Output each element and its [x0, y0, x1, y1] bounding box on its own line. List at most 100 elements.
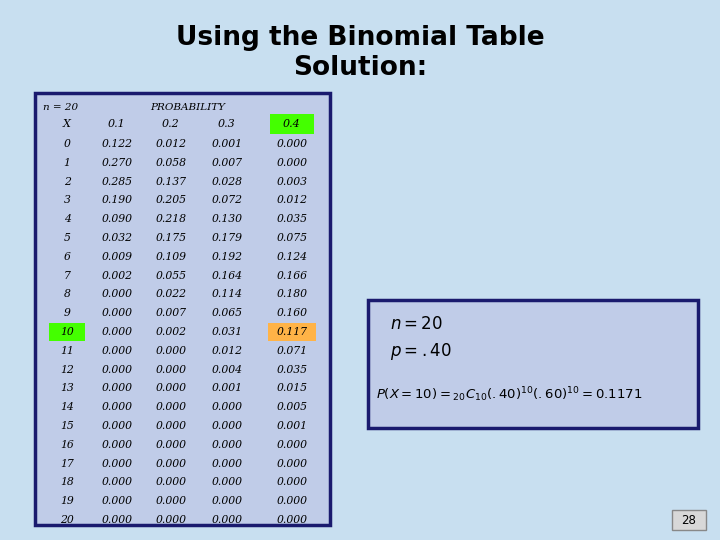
Text: 0.180: 0.180 [276, 289, 307, 299]
Text: 0.075: 0.075 [276, 233, 307, 243]
Text: 0.031: 0.031 [212, 327, 243, 337]
Text: 5: 5 [63, 233, 71, 243]
Text: 0: 0 [63, 139, 71, 149]
Text: 0.000: 0.000 [212, 421, 243, 431]
Text: 0.218: 0.218 [156, 214, 186, 224]
Text: n = 20: n = 20 [43, 103, 78, 111]
Text: 13: 13 [60, 383, 74, 394]
Text: 0.000: 0.000 [212, 477, 243, 488]
Text: 0.000: 0.000 [102, 327, 132, 337]
Text: 0.090: 0.090 [102, 214, 132, 224]
Text: 0.205: 0.205 [156, 195, 186, 205]
Text: 1: 1 [63, 158, 71, 168]
Text: 0.000: 0.000 [102, 308, 132, 318]
Text: 0.035: 0.035 [276, 214, 307, 224]
Text: 0.071: 0.071 [276, 346, 307, 356]
Text: 0.000: 0.000 [276, 515, 307, 525]
Text: 14: 14 [60, 402, 74, 412]
Text: 0.000: 0.000 [102, 496, 132, 506]
Text: 0.122: 0.122 [102, 139, 132, 149]
FancyBboxPatch shape [268, 323, 316, 341]
Text: 0.000: 0.000 [102, 289, 132, 299]
Text: 19: 19 [60, 496, 74, 506]
FancyBboxPatch shape [49, 323, 85, 341]
Text: 0.190: 0.190 [102, 195, 132, 205]
Text: Solution:: Solution: [293, 55, 427, 81]
Text: 2: 2 [63, 177, 71, 187]
Text: 0.117: 0.117 [276, 327, 307, 337]
Text: 11: 11 [60, 346, 74, 356]
Text: 0.000: 0.000 [102, 477, 132, 488]
Text: 0.000: 0.000 [156, 383, 186, 394]
Text: 0.000: 0.000 [102, 402, 132, 412]
Text: 0.124: 0.124 [276, 252, 307, 262]
Text: 0.192: 0.192 [212, 252, 243, 262]
Text: 0.005: 0.005 [276, 402, 307, 412]
Text: 0.109: 0.109 [156, 252, 186, 262]
Text: 0.000: 0.000 [156, 515, 186, 525]
Text: 0.035: 0.035 [276, 364, 307, 375]
Text: 0.012: 0.012 [212, 346, 243, 356]
Text: 0.009: 0.009 [102, 252, 132, 262]
Text: 0.012: 0.012 [156, 139, 186, 149]
Text: 0.4: 0.4 [283, 119, 301, 129]
Text: 0.007: 0.007 [156, 308, 186, 318]
Text: 0.2: 0.2 [162, 119, 180, 129]
Text: 0.000: 0.000 [276, 139, 307, 149]
Text: 0.022: 0.022 [156, 289, 186, 299]
Text: 0.000: 0.000 [276, 440, 307, 450]
Text: 0.175: 0.175 [156, 233, 186, 243]
Text: 0.000: 0.000 [276, 158, 307, 168]
Text: Using the Binomial Table: Using the Binomial Table [176, 25, 544, 51]
Text: 0.114: 0.114 [212, 289, 243, 299]
Text: 0.028: 0.028 [212, 177, 243, 187]
Text: 0.000: 0.000 [102, 515, 132, 525]
FancyBboxPatch shape [672, 510, 706, 530]
Text: 0.007: 0.007 [212, 158, 243, 168]
Text: 0.000: 0.000 [102, 458, 132, 469]
Text: 3: 3 [63, 195, 71, 205]
Text: 9: 9 [63, 308, 71, 318]
Text: 0.3: 0.3 [218, 119, 236, 129]
Text: 0.032: 0.032 [102, 233, 132, 243]
Text: 0.179: 0.179 [212, 233, 243, 243]
Text: 12: 12 [60, 364, 74, 375]
Text: 17: 17 [60, 458, 74, 469]
Text: 10: 10 [60, 327, 74, 337]
Text: X: X [63, 119, 71, 129]
Text: 0.000: 0.000 [156, 440, 186, 450]
Text: 0.000: 0.000 [156, 346, 186, 356]
Text: 0.001: 0.001 [212, 139, 243, 149]
Text: 0.000: 0.000 [156, 458, 186, 469]
Text: 0.137: 0.137 [156, 177, 186, 187]
Text: 0.130: 0.130 [212, 214, 243, 224]
Text: PROBABILITY: PROBABILITY [150, 103, 225, 111]
Text: 0.000: 0.000 [276, 458, 307, 469]
Text: 0.000: 0.000 [212, 496, 243, 506]
Text: 0.166: 0.166 [276, 271, 307, 281]
Text: $n = 20$: $n = 20$ [390, 315, 443, 333]
FancyBboxPatch shape [270, 114, 314, 134]
Text: 0.000: 0.000 [276, 477, 307, 488]
Text: 0.000: 0.000 [276, 496, 307, 506]
Text: 0.000: 0.000 [156, 364, 186, 375]
Text: 28: 28 [682, 514, 696, 526]
Text: 16: 16 [60, 440, 74, 450]
Text: 0.000: 0.000 [102, 383, 132, 394]
Text: 0.072: 0.072 [212, 195, 243, 205]
Text: 20: 20 [60, 515, 74, 525]
Text: 0.002: 0.002 [102, 271, 132, 281]
Text: 0.000: 0.000 [212, 440, 243, 450]
Text: 0.001: 0.001 [212, 383, 243, 394]
Text: 0.055: 0.055 [156, 271, 186, 281]
Text: 0.160: 0.160 [276, 308, 307, 318]
Text: 0.000: 0.000 [212, 458, 243, 469]
Text: 0.058: 0.058 [156, 158, 186, 168]
Text: 0.001: 0.001 [276, 421, 307, 431]
Text: 8: 8 [63, 289, 71, 299]
Text: 0.065: 0.065 [212, 308, 243, 318]
Text: 0.003: 0.003 [276, 177, 307, 187]
Text: 0.285: 0.285 [102, 177, 132, 187]
Text: 0.270: 0.270 [102, 158, 132, 168]
Text: $P(X=10) = {}_{20}C_{10}(.40)^{10}(.60)^{10} = 0.1171$: $P(X=10) = {}_{20}C_{10}(.40)^{10}(.60)^… [376, 386, 642, 404]
